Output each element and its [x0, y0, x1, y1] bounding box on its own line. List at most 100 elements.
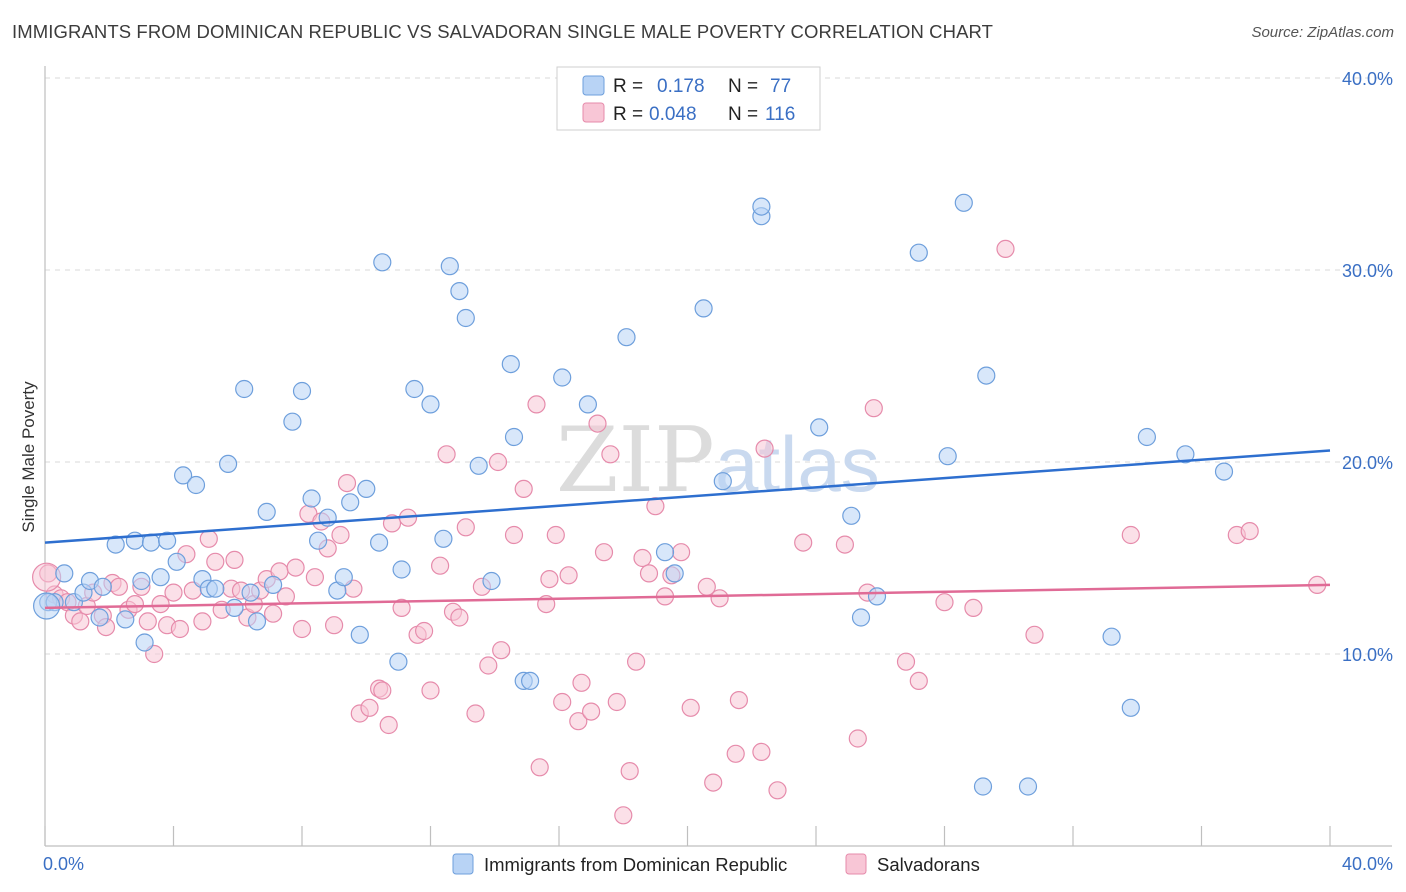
dominican-point — [309, 531, 328, 550]
y-tick-label: 10.0% — [1342, 645, 1393, 665]
salvadorans-point — [125, 594, 144, 614]
dominican-point — [206, 579, 225, 598]
bottom-legend-label-1: Immigrants from Dominican Republic — [484, 854, 787, 875]
dominican-point — [186, 475, 206, 495]
legend-n-value-2: 116 — [765, 104, 795, 125]
x-tick-labels: 0.0% 40.0% — [43, 854, 1393, 874]
salvadorans-point — [331, 525, 350, 545]
chart-title: IMMIGRANTS FROM DOMINICAN REPUBLIC VS SA… — [12, 21, 994, 42]
dominican-point — [235, 379, 254, 399]
dominican-point — [501, 355, 520, 374]
salvadorans-point — [581, 702, 601, 721]
salvadorans-point — [450, 608, 469, 627]
salvadorans-point — [373, 681, 392, 700]
salvadorans-point — [848, 729, 867, 748]
axes — [44, 66, 1392, 847]
dominican-point — [334, 568, 353, 587]
salvadorans-point — [594, 543, 614, 562]
dominican-point — [370, 533, 389, 552]
chart-source: Source: ZipAtlas.com — [1251, 24, 1394, 41]
salvadorans-point — [601, 445, 620, 464]
salvadorans-point — [360, 698, 379, 717]
salvadorans-point — [559, 566, 578, 585]
salvadorans-point — [588, 414, 607, 433]
dominican-point — [247, 612, 267, 631]
dominican-point — [810, 418, 829, 437]
dominican-point — [302, 489, 321, 508]
x-tick-label: 40.0% — [1342, 854, 1393, 874]
dominican-point — [357, 479, 376, 498]
dominican-point — [456, 308, 475, 328]
salvadorans-point — [1025, 625, 1044, 644]
dominican-point — [1018, 777, 1038, 796]
salvadorans-point — [996, 239, 1015, 258]
dominican-point — [135, 633, 154, 652]
dominican-point — [1137, 427, 1157, 447]
salvadorans-point — [835, 535, 855, 554]
dominican-point — [713, 472, 732, 491]
salvadorans-point — [109, 577, 129, 596]
dominican-point — [434, 529, 453, 548]
dominican-point — [938, 447, 957, 466]
dominican-point — [440, 257, 459, 276]
dominican-point — [405, 379, 424, 399]
salvadorans-point — [896, 652, 916, 671]
dominican-point — [33, 592, 61, 620]
y-tick-label: 30.0% — [1342, 261, 1393, 281]
dominican-point — [851, 608, 871, 627]
salvadorans-point — [614, 806, 633, 825]
salvadorans-point — [138, 612, 157, 631]
legend-r-value-2: 0.048 — [649, 104, 697, 125]
dominican-point — [167, 552, 186, 571]
salvadorans-point — [729, 690, 749, 710]
legend-n-label-1: N = — [728, 76, 758, 97]
salvadorans-point — [199, 529, 218, 548]
dominican-point — [241, 583, 260, 602]
salvadorans-point — [530, 758, 549, 777]
salvadorans-point — [553, 692, 572, 712]
y-tick-label: 20.0% — [1342, 453, 1393, 473]
salvadorans-point — [540, 569, 559, 589]
salvadorans-point — [325, 616, 344, 635]
salvadorans-point — [755, 439, 774, 458]
watermark-atlas: atlas — [715, 420, 880, 508]
y-tick-labels: 10.0% 20.0% 30.0% 40.0% — [1342, 69, 1393, 665]
salvadorans-point — [292, 619, 312, 639]
dominican-point — [116, 610, 135, 629]
salvadorans-point — [639, 564, 659, 583]
dominican-point — [93, 577, 112, 596]
salvadorans-point — [431, 556, 450, 575]
dominican-point — [665, 564, 684, 583]
dominican-point — [578, 395, 598, 414]
salvadorans-point — [527, 395, 546, 414]
dominican-point — [392, 560, 411, 579]
salvadorans-point — [794, 533, 813, 552]
salvadorans-point — [710, 589, 729, 608]
salvadorans-point — [164, 583, 183, 602]
salvadorans-points — [32, 239, 1327, 825]
salvadorans-point — [71, 612, 90, 631]
salvadorans-point — [225, 550, 244, 570]
salvadorans-point — [437, 445, 456, 464]
salvadorans-point — [456, 518, 475, 537]
salvadorans-point — [170, 619, 189, 639]
salvadorans-point — [276, 587, 295, 606]
salvadorans-point — [864, 399, 883, 418]
salvadorans-point — [768, 781, 787, 800]
dominican-point — [553, 368, 572, 387]
salvadorans-point — [379, 715, 398, 735]
dominican-point — [151, 568, 170, 587]
dominican-point — [1121, 698, 1140, 717]
dominican-point — [341, 493, 360, 512]
legend-r-label-2: R = — [613, 104, 643, 125]
salvadorans-point — [752, 742, 771, 762]
salvadorans-point — [337, 474, 357, 493]
salvadorans-point — [909, 671, 928, 691]
dominican-point — [283, 412, 302, 431]
y-axis-label: Single Male Poverty — [19, 381, 38, 533]
dominican-point — [90, 608, 109, 627]
salvadorans-point — [935, 593, 954, 612]
salvadorans-trend-line — [44, 583, 1331, 610]
dominican-point — [973, 777, 993, 796]
